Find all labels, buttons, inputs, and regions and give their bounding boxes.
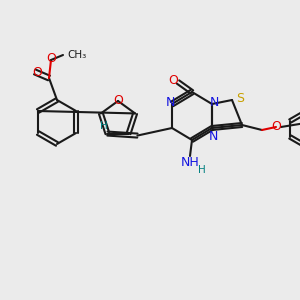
Text: NH: NH (181, 157, 200, 169)
Text: N: N (208, 130, 218, 142)
Text: O: O (46, 52, 56, 65)
Text: S: S (236, 92, 244, 104)
Text: O: O (271, 121, 281, 134)
Text: O: O (113, 94, 123, 107)
Text: N: N (165, 97, 175, 110)
Text: H: H (198, 165, 206, 175)
Text: CH₃: CH₃ (67, 50, 86, 60)
Text: O: O (168, 74, 178, 86)
Text: N: N (209, 97, 219, 110)
Text: H: H (100, 121, 107, 130)
Text: O: O (32, 65, 42, 79)
